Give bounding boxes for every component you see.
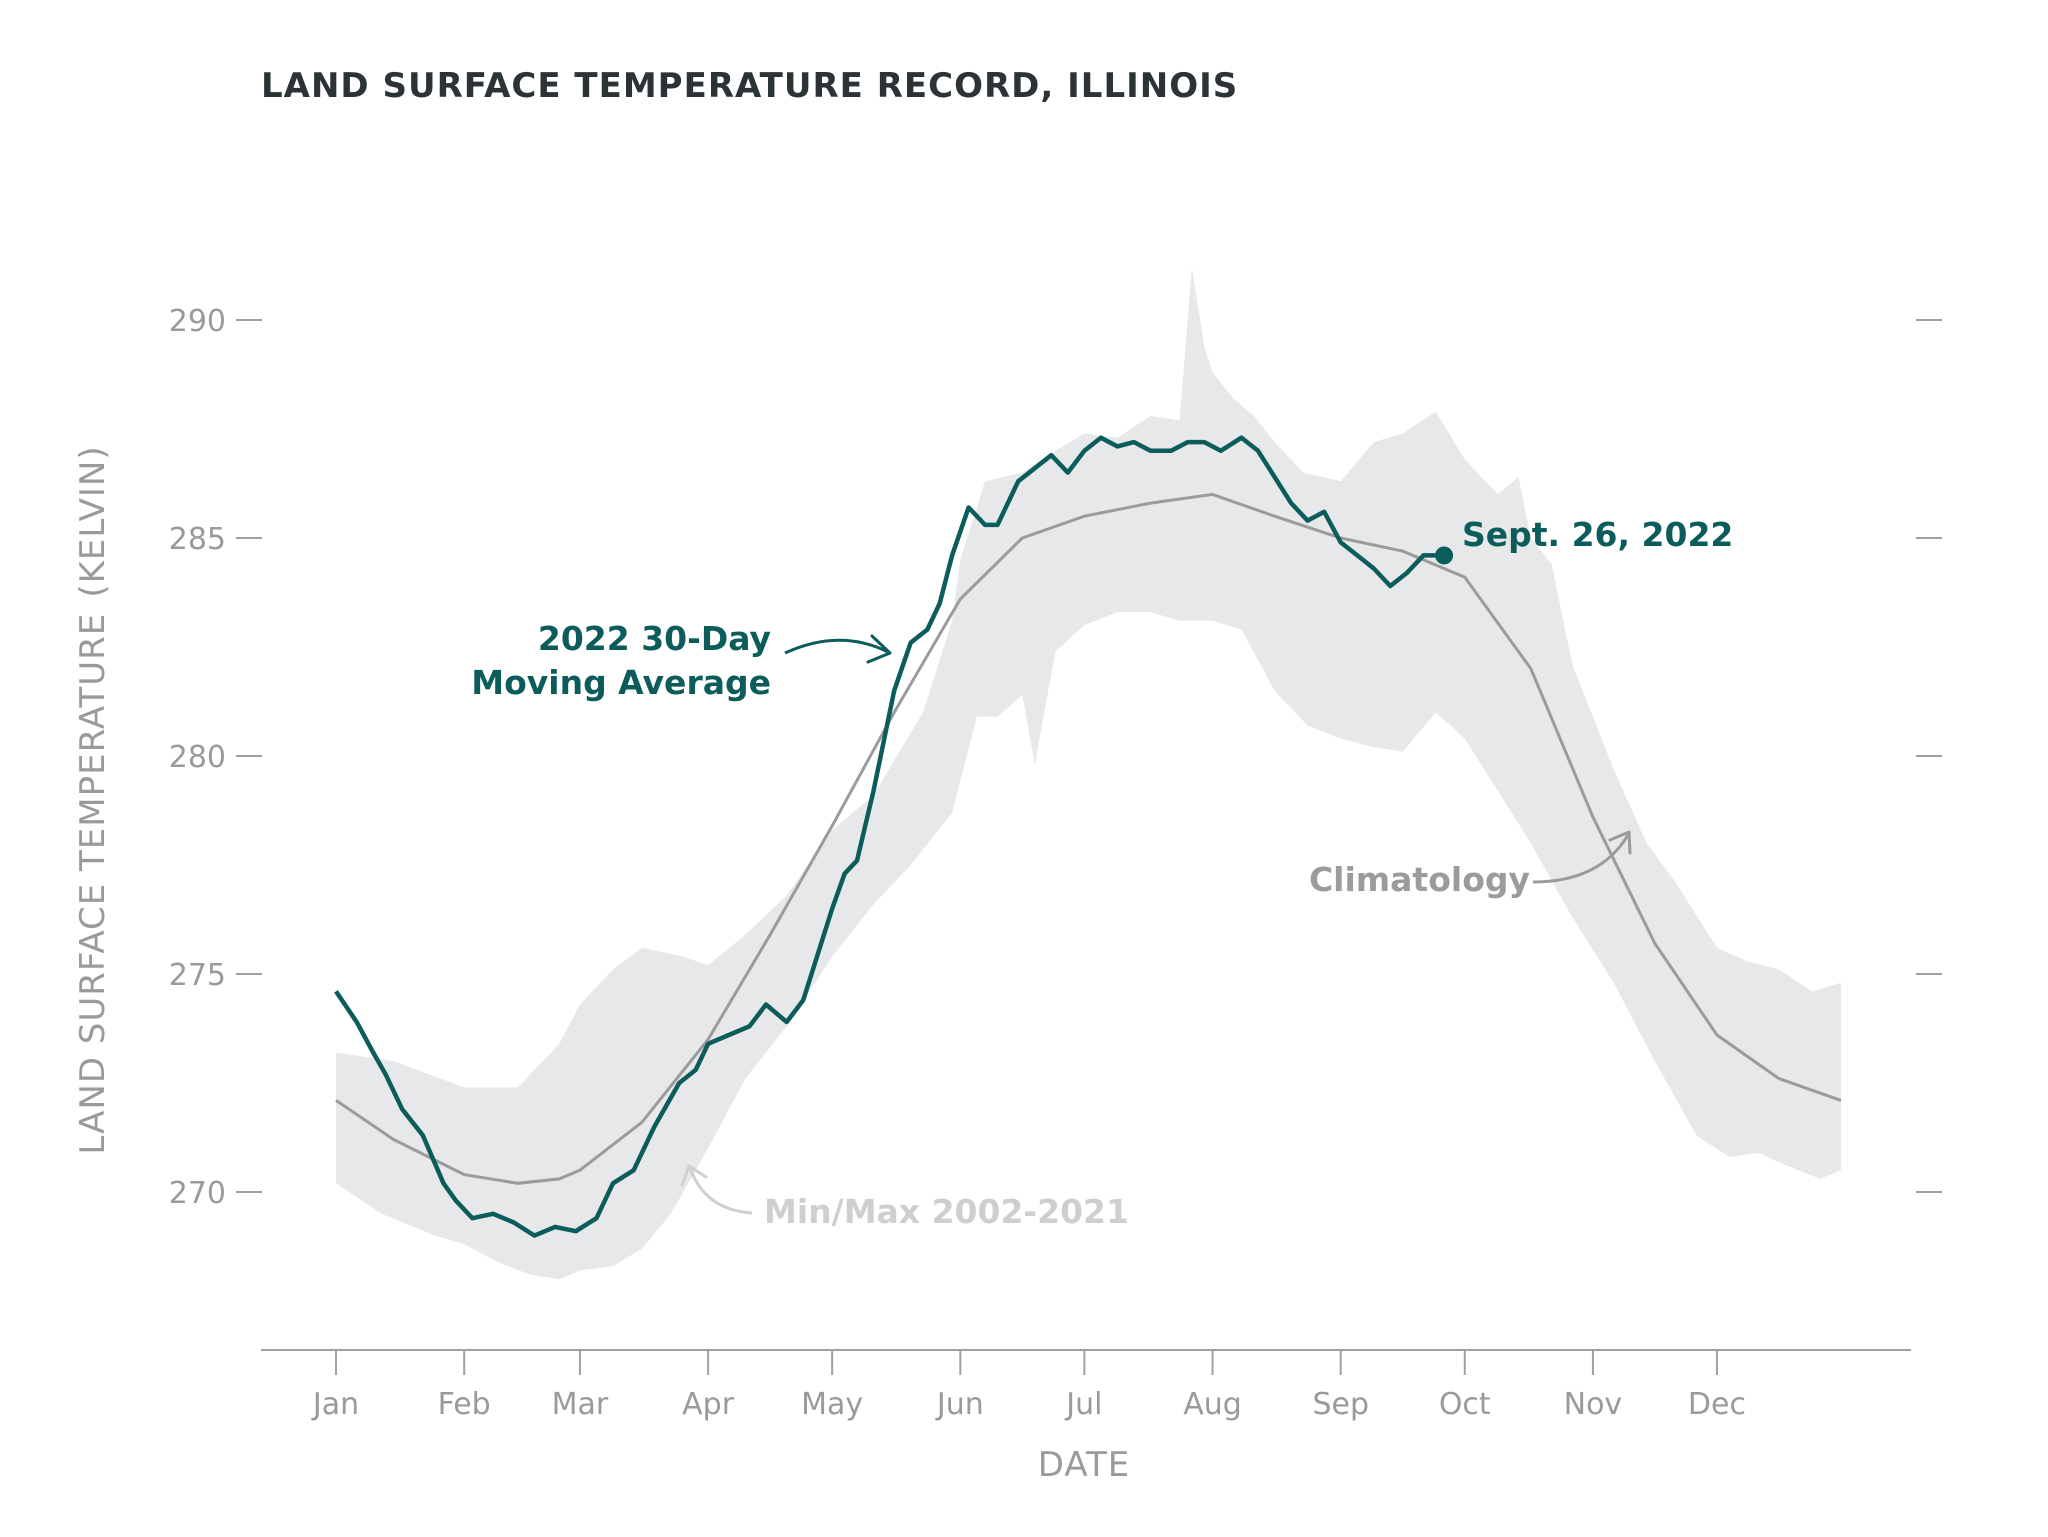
x-tick-label: Feb [438,1387,491,1422]
band-arrowhead [680,1164,708,1187]
y-tick-label: 290 [169,304,226,339]
moving-average-label-line2: Moving Average [471,663,771,702]
x-tick-label: Sep [1312,1387,1369,1422]
plot-area [236,267,1942,1280]
y-axis-title-units: (KELVIN) [73,445,113,597]
y-tick-label: 280 [169,740,226,775]
climatology-line [335,492,1842,1185]
moving-average-arrow [784,638,889,655]
x-tick-label: Jul [1064,1387,1102,1422]
moving-average-line [334,435,1445,1238]
x-tick-label: Jun [935,1387,984,1422]
x-tick-label: Aug [1183,1387,1242,1422]
chart-title: LAND SURFACE TEMPERATURE RECORD, ILLINOI… [261,66,1238,106]
y-tick-label: 270 [169,1176,226,1211]
y-tick-label: 275 [169,958,226,993]
y-axis-title: LAND SURFACE TEMPERATURE (KELVIN) [73,445,113,1154]
climatology-arrowhead [1608,830,1632,855]
y-tick-label: 285 [169,522,226,557]
endpoint-label: Sept. 26, 2022 [1462,515,1733,554]
y-tick-marks [236,319,1942,1193]
x-tick-label: May [801,1387,863,1422]
band-label: Min/Max 2002-2021 [764,1192,1129,1231]
y-axis-title-main: LAND SURFACE TEMPERATURE [73,613,113,1155]
climatology-arrow [1532,834,1630,884]
x-tick-label: Jan [311,1387,359,1422]
min-max-band [336,267,1841,1280]
moving-average-arrowhead [866,634,892,664]
moving-average-label-line1: 2022 30-Day [538,619,771,658]
y-axis-labels: 270 275 280 285 290 [169,304,226,1211]
x-tick-label: Oct [1439,1387,1491,1422]
x-tick-label: Apr [682,1387,735,1422]
x-tick-label: Dec [1688,1387,1746,1422]
x-axis-ticks: Jan Feb Mar Apr May Jun Jul Aug Sep Oct Nov Dec [311,1350,1746,1422]
x-tick-label: Nov [1564,1387,1623,1422]
band-arrow [688,1167,753,1215]
x-tick-label: Mar [552,1387,609,1422]
endpoint-marker [1435,546,1454,565]
x-axis-title: DATE [1038,1445,1130,1485]
climatology-label: Climatology [1309,860,1530,899]
